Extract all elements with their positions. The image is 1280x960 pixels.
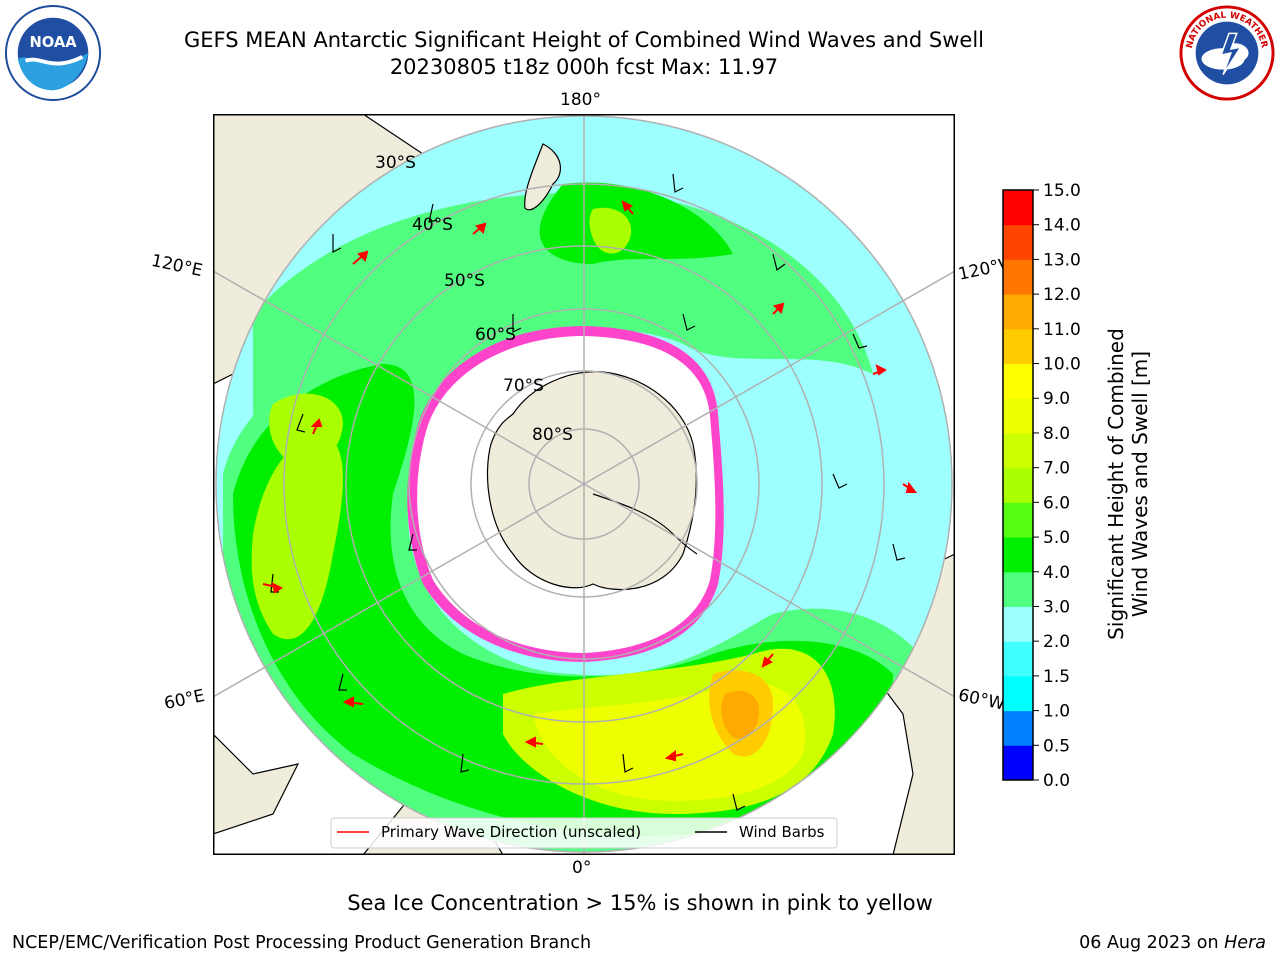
nws-logo: NATIONAL WEATHER SERVICE	[1178, 4, 1275, 101]
colorbar-swatch	[1003, 675, 1033, 712]
noaa-logo: NOAA	[4, 4, 102, 102]
legend-barb-label: Wind Barbs	[739, 823, 825, 841]
colorbar-tick-label: 14.0	[1043, 216, 1081, 236]
colorbar-tick-label: 2.0	[1043, 632, 1070, 652]
colorbar-swatch	[1003, 641, 1033, 677]
colorbar-tick-label: 0.5	[1043, 736, 1070, 756]
colorbar-tick-label: 0.0	[1043, 771, 1070, 790]
colorbar-swatch	[1003, 190, 1033, 226]
colorbar-swatch	[1003, 294, 1033, 330]
colorbar-tick-label: 1.5	[1043, 667, 1070, 687]
colorbar-tick-label: 4.0	[1043, 563, 1070, 583]
lon-label-60e: 60°E	[162, 685, 207, 715]
colorbar-swatch	[1003, 571, 1033, 607]
colorbar-tick-label: 12.0	[1043, 285, 1081, 305]
footer-date: 06 Aug 2023 on Hera	[1079, 933, 1266, 953]
colorbar-tick-label: 1.0	[1043, 702, 1070, 722]
graticule	[213, 114, 955, 855]
colorbar-swatch	[1003, 398, 1033, 434]
lon-label-120e: 120°E	[149, 250, 205, 282]
colorbar-tick-label: 8.0	[1043, 424, 1070, 444]
map-frame	[213, 114, 955, 855]
colorbar-tick-label: 11.0	[1043, 320, 1081, 340]
map-legend: Primary Wave Direction (unscaled) Wind B…	[330, 817, 838, 849]
footer-date-text: 06 Aug 2023 on	[1079, 933, 1225, 953]
legend-wave-label: Primary Wave Direction (unscaled)	[381, 823, 641, 841]
colorbar-tick-label: 5.0	[1043, 528, 1070, 548]
chart-title: GEFS MEAN Antarctic Significant Height o…	[183, 28, 985, 52]
colorbar-tick-label: 15.0	[1043, 181, 1081, 201]
colorbar-swatch	[1003, 710, 1033, 746]
sea-ice-note: Sea Ice Concentration > 15% is shown in …	[347, 891, 933, 915]
lat-label-30s: 30°S	[375, 153, 416, 173]
colorbar-swatch	[1003, 328, 1033, 365]
colorbar-label-line2: Wind Waves and Swell [m]	[1128, 350, 1152, 618]
chart-subtitle: 20230805 t18z 000h fcst Max: 11.97	[389, 55, 779, 79]
colorbar-tick-label: 3.0	[1043, 597, 1070, 617]
noaa-logo-text: NOAA	[29, 34, 77, 51]
colorbar-swatch	[1003, 363, 1033, 399]
colorbar-swatch	[1003, 259, 1033, 295]
colorbar-swatch	[1003, 502, 1033, 538]
colorbar-swatch	[1003, 537, 1033, 573]
colorbar-tick-label: 9.0	[1043, 389, 1070, 409]
colorbar-tick-label: 6.0	[1043, 493, 1070, 513]
africa-land-1	[213, 733, 300, 835]
colorbar-label: Significant Height of Combined Wind Wave…	[1104, 224, 1152, 744]
wave-direction-arrows	[262, 200, 917, 762]
wind-barbs	[270, 173, 906, 811]
colorbar-swatch	[1003, 606, 1033, 642]
colorbar-swatch	[1003, 745, 1033, 781]
lon-label-180: 180°	[560, 90, 601, 110]
colorbar: 0.0 0.5 1.0 1.5 2.0 3.0 4.0 5.0 6.0 7.0 8.0 9.0 10.0…	[1002, 181, 1081, 790]
colorbar-tick-label: 7.0	[1043, 459, 1070, 479]
lat-label-70s: 70°S	[503, 376, 544, 396]
lon-label-0: 0°	[572, 858, 592, 878]
antarctica-land	[486, 371, 697, 591]
colorbar-swatch	[1003, 432, 1033, 469]
new-zealand-land	[524, 143, 561, 211]
lat-label-40s: 40°S	[412, 215, 453, 235]
colorbar-swatch	[1003, 467, 1033, 503]
colorbar-tick-label: 13.0	[1043, 250, 1081, 270]
lat-label-50s: 50°S	[444, 271, 485, 291]
footer-host: Hera	[1224, 933, 1266, 953]
map-area: 30°S 40°S 50°S 60°S 70°S 80°S Primary Wa…	[213, 114, 955, 855]
colorbar-swatch	[1003, 224, 1033, 260]
lat-label-60s: 60°S	[475, 325, 516, 345]
colorbar-tick-label: 10.0	[1043, 355, 1081, 375]
footer-credit: NCEP/EMC/Verification Post Processing Pr…	[12, 933, 592, 953]
colorbar-frame	[1002, 189, 1034, 781]
lat-label-80s: 80°S	[532, 425, 573, 445]
colorbar-label-line1: Significant Height of Combined	[1104, 328, 1128, 640]
